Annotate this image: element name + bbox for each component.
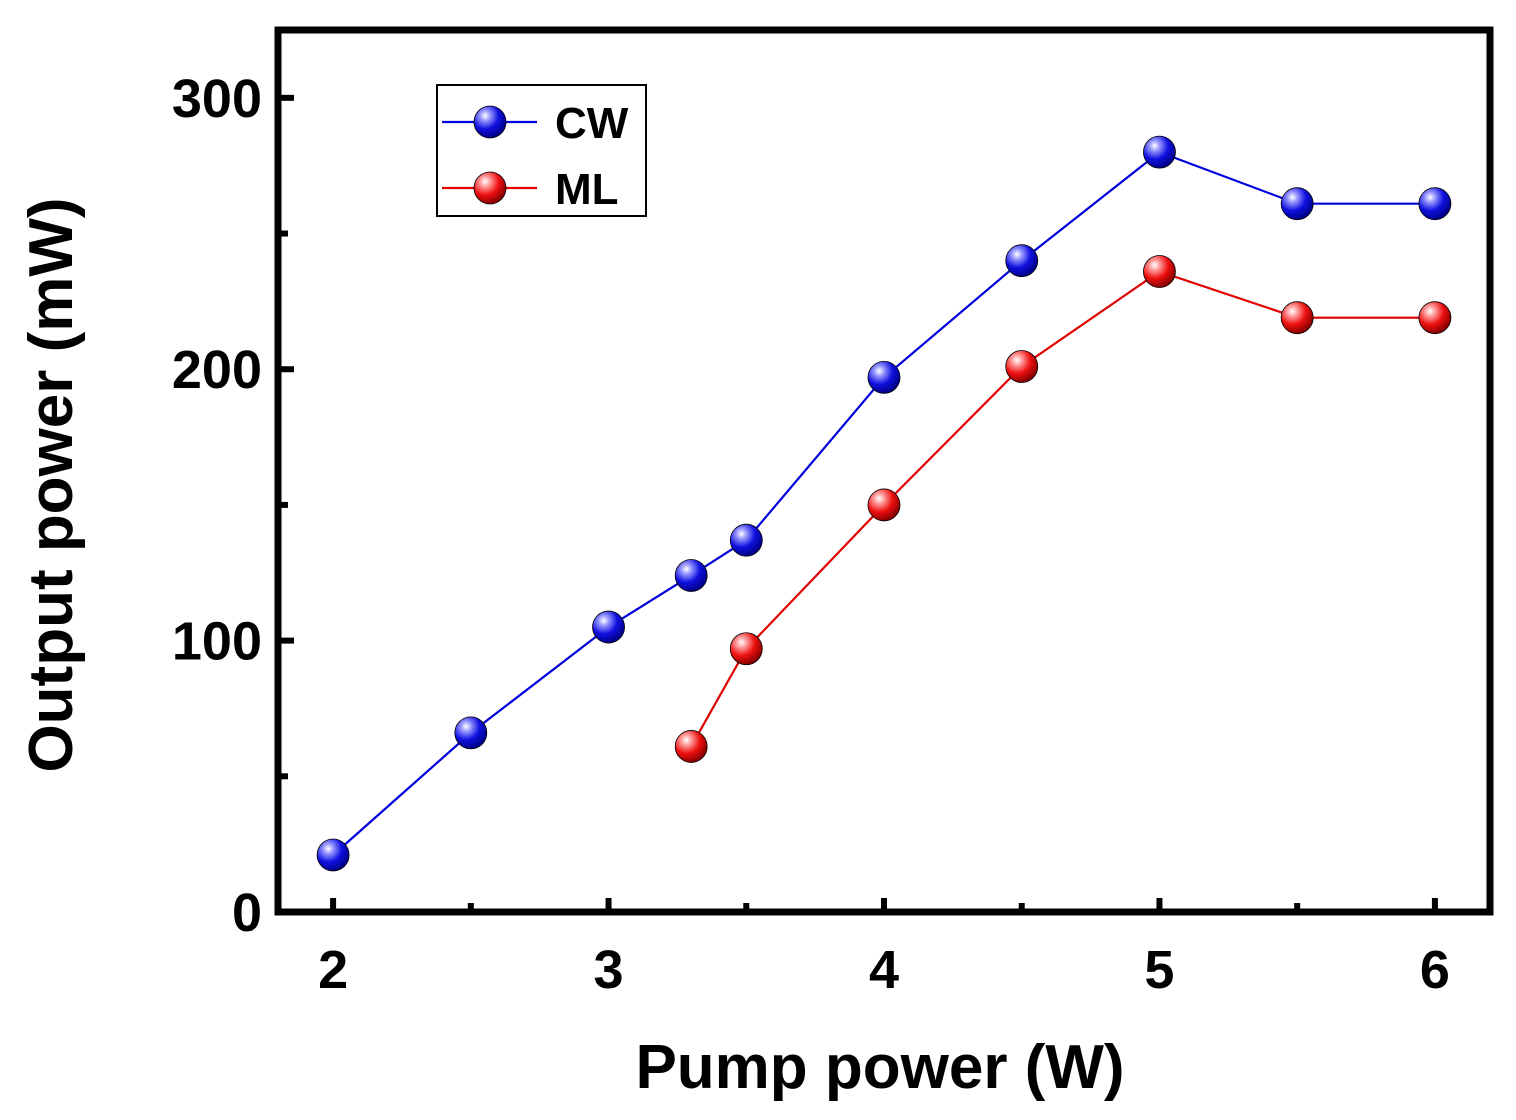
y-tick-label: 0 <box>232 883 262 943</box>
axes-layer: 2 3 4 5 6 0 100 200 300 Pump power (W) Output powe… <box>17 26 1494 1102</box>
x-tick-label: 2 <box>318 940 348 1000</box>
data-point-cw <box>316 838 350 872</box>
data-point-cw <box>454 716 488 750</box>
legend-marker-ml <box>473 171 507 205</box>
legend: CW ML <box>436 84 647 217</box>
data-point-ml <box>729 632 763 666</box>
y-tick-label: 300 <box>172 69 262 129</box>
data-point-cw <box>674 559 708 592</box>
data-point-ml <box>867 488 901 522</box>
data-point-cw <box>592 610 625 644</box>
legend-marker-cw <box>473 105 507 139</box>
data-point-ml <box>674 730 708 763</box>
series-line-cw <box>332 150 1435 856</box>
data-point-ml <box>1143 255 1176 288</box>
data-point-cw <box>1418 187 1452 221</box>
data-point-cw <box>729 523 763 557</box>
data-point-cw <box>1280 187 1314 221</box>
x-tick-label: 6 <box>1420 940 1450 1000</box>
x-tick-label: 5 <box>1144 940 1174 1000</box>
y-axis-title: Output power (mW) <box>17 197 86 772</box>
legend-label-cw: CW <box>555 99 629 148</box>
legend-label-ml: ML <box>555 165 619 214</box>
y-tick-label: 200 <box>172 340 262 400</box>
data-point-cw <box>867 360 901 394</box>
data-point-cw <box>1005 244 1039 278</box>
x-axis-title: Pump power (W) <box>635 1033 1124 1102</box>
data-point-ml <box>1280 301 1314 335</box>
legend-box <box>436 84 647 217</box>
data-point-ml <box>1005 350 1039 383</box>
data-point-cw <box>1143 135 1176 169</box>
series-layer <box>316 135 1452 872</box>
data-point-ml <box>1418 301 1452 335</box>
y-tick-label: 100 <box>172 612 262 672</box>
x-tick-label: 3 <box>594 940 624 1000</box>
x-tick-label: 4 <box>869 940 899 1000</box>
series-line-ml <box>690 270 1435 747</box>
